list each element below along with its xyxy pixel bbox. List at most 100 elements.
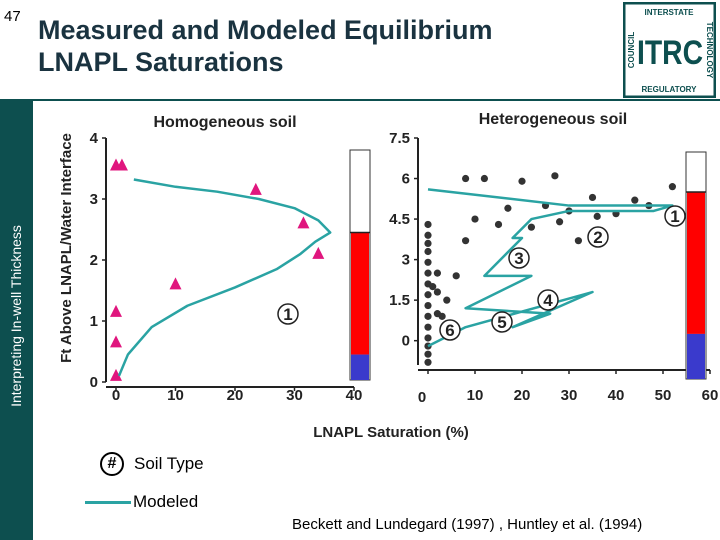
y-tick-label: 6 xyxy=(402,171,410,188)
y-tick-label: 4 xyxy=(90,130,99,147)
x-tick-label: 50 xyxy=(655,387,672,404)
title-line-1: Measured and Modeled Equilibrium xyxy=(38,15,493,45)
measured-point xyxy=(424,323,432,331)
soil-type-label-circle xyxy=(508,247,530,269)
measured-point xyxy=(424,239,432,247)
measured-point xyxy=(462,174,470,183)
x-axis-title: LNAPL Saturation (%) xyxy=(313,424,469,441)
well-bar-lnapl xyxy=(351,232,369,355)
soil-type-label-circle xyxy=(491,311,513,333)
measured-point xyxy=(574,237,583,245)
measured-point xyxy=(249,182,262,195)
legend-modeled: Modeled xyxy=(85,492,198,512)
measured-point xyxy=(480,174,488,183)
measured-point xyxy=(551,172,559,180)
soil-type-label: 5 xyxy=(497,313,506,332)
legend-soil-label: Soil Type xyxy=(134,454,204,473)
well-bar-water xyxy=(351,354,369,380)
measured-point xyxy=(527,223,536,231)
x-tick-label: 30 xyxy=(286,387,303,404)
measured-point xyxy=(424,269,432,277)
measured-point xyxy=(556,218,564,226)
title-line-2: LNAPL Saturations xyxy=(38,47,284,77)
measured-point xyxy=(668,183,677,191)
measured-point xyxy=(494,220,503,229)
measured-point xyxy=(518,177,526,185)
y-tick-label: 4.5 xyxy=(389,211,410,228)
y-tick-label: 3 xyxy=(402,252,410,269)
legend-modeled-line xyxy=(85,500,131,504)
measured-point xyxy=(424,334,432,342)
measured-point xyxy=(588,193,597,202)
y-tick-label: 0 xyxy=(402,333,410,350)
measured-point xyxy=(424,350,432,358)
measured-point xyxy=(424,358,432,366)
measured-point xyxy=(424,231,432,239)
well-bar-water xyxy=(687,333,705,379)
itrc-logo: ITRC INTERSTATE REGULATORY COUNCIL TECHN… xyxy=(623,2,716,98)
soil-type-label: 6 xyxy=(445,321,454,340)
measured-point xyxy=(504,204,512,212)
x-tick-label: 10 xyxy=(167,387,184,404)
measured-point xyxy=(452,272,460,280)
soil-type-label-circle xyxy=(537,289,559,311)
x-tick-label: 40 xyxy=(346,387,363,404)
measured-point xyxy=(110,335,122,348)
modeled-line-1 xyxy=(117,178,332,377)
slide-title: Measured and Modeled Equilibrium LNAPL S… xyxy=(38,14,493,78)
measured-point xyxy=(631,196,639,204)
x-tick-label: 0 xyxy=(112,387,120,404)
soil-type-label-circle xyxy=(587,226,609,248)
x-tick-label: 40 xyxy=(608,387,625,404)
measured-point xyxy=(110,368,122,381)
sidebar-band xyxy=(0,100,33,540)
y-axis-title: Ft Above LNAPL/Water Interface xyxy=(58,133,75,363)
slide-number: 47 xyxy=(4,8,21,25)
soil-type-label: 1 xyxy=(670,207,679,226)
measured-point xyxy=(424,301,432,310)
modeled-line-2 xyxy=(427,188,674,348)
citation: Beckett and Lundegard (1997) , Huntley e… xyxy=(292,516,643,533)
measured-point xyxy=(312,246,325,259)
logo-top-text: INTERSTATE xyxy=(644,8,694,17)
y-tick-label: 1.5 xyxy=(389,292,410,309)
soil-type-label: 4 xyxy=(543,291,553,310)
legend-soil-type: # Soil Type xyxy=(100,452,204,476)
y-tick-label: 1 xyxy=(90,313,98,330)
legend-soil-marker: # xyxy=(100,452,124,476)
soil-type-label: 2 xyxy=(593,228,602,247)
logo-main-text: ITRC xyxy=(637,34,703,72)
x-tick-label: 60 xyxy=(702,387,719,404)
measured-point xyxy=(593,212,601,220)
x-tick-label: 30 xyxy=(561,387,578,404)
x-tick-label: 0 xyxy=(418,389,426,406)
measured-point xyxy=(443,296,451,304)
x-tick-label: 20 xyxy=(514,387,531,404)
measured-point xyxy=(169,277,182,290)
measured-point xyxy=(462,237,470,245)
panel-title-1: Homogeneous soil xyxy=(153,114,296,131)
title-divider xyxy=(0,99,720,101)
soil-type-label: 1 xyxy=(283,305,292,324)
measured-point xyxy=(297,216,310,229)
measured-point xyxy=(429,283,437,291)
soil-type-label-circle xyxy=(439,319,461,341)
measured-point xyxy=(424,247,432,256)
measured-point xyxy=(424,258,432,266)
soil-type-label-circle xyxy=(664,205,686,227)
measured-point xyxy=(424,220,432,229)
measured-point xyxy=(110,304,122,317)
logo-frame xyxy=(623,2,716,98)
measured-point xyxy=(433,288,441,296)
logo-bottom-text: REGULATORY xyxy=(642,85,698,94)
x-tick-label: 20 xyxy=(227,387,244,404)
x-tick-label: 10 xyxy=(467,387,484,404)
legend-modeled-label: Modeled xyxy=(133,492,199,511)
y-tick-label: 3 xyxy=(90,191,98,208)
measured-point xyxy=(433,269,441,277)
y-tick-label: 7.5 xyxy=(389,130,410,147)
y-tick-label: 0 xyxy=(90,374,98,391)
soil-type-label-circle xyxy=(277,303,299,325)
measured-point xyxy=(471,215,479,223)
